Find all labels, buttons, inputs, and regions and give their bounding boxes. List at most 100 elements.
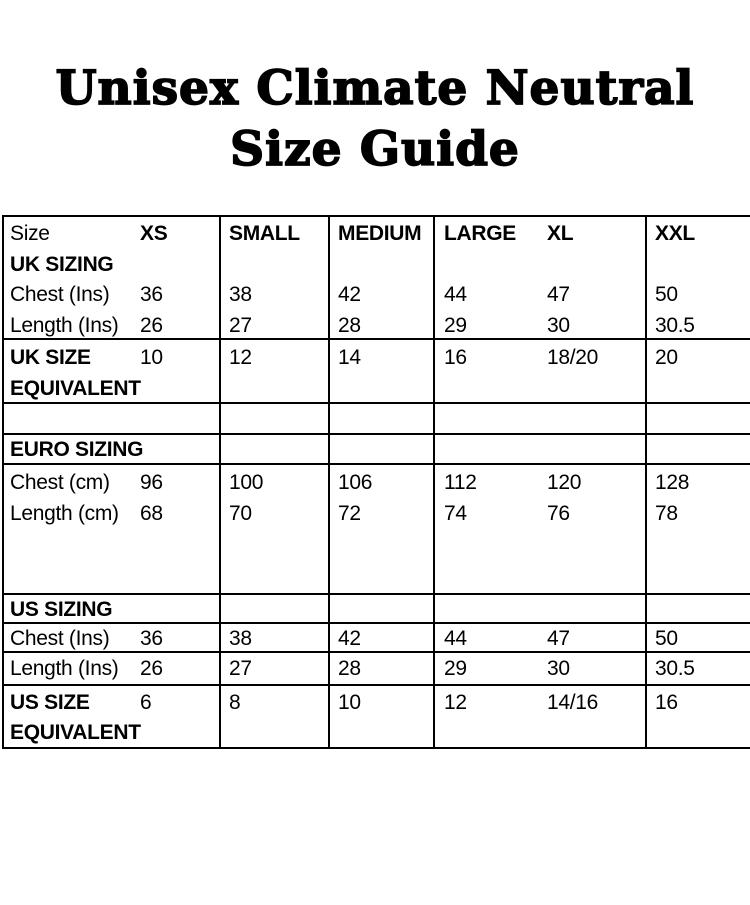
column-header-xs: XS	[140, 222, 168, 246]
cell-us-chest-medium: 42	[330, 624, 435, 653]
uk-length-value-xs: 26	[140, 313, 163, 337]
uk-chest-row-label: Chest (Ins)	[10, 283, 110, 307]
us-length-value-small: 27	[229, 657, 252, 680]
uk-length-value-xl: 30	[547, 313, 570, 337]
us-chest-value-xxl: 50	[655, 627, 678, 650]
us-equivalent-row-label-line2: EQUIVALENT	[10, 721, 141, 744]
euro-length-value-xs: 68	[140, 501, 163, 525]
us-equivalent-value-xs: 6	[140, 691, 152, 714]
euro-length-value-xl: 76	[547, 501, 570, 525]
cell-uk-equivalent-small: 12	[221, 340, 330, 404]
cell-us-equivalent-labels: US SIZE 6 EQUIVALENT	[4, 686, 221, 749]
cell-us-equivalent-medium: 10	[330, 686, 435, 749]
cell-uk-equivalent-labels: UK SIZE 10 EQUIVALENT	[4, 340, 221, 404]
euro-chest-value-xl: 120	[547, 470, 582, 494]
uk-equivalent-value-xl: 18/20	[547, 345, 599, 369]
euro-length-value-small: 70	[229, 501, 252, 525]
us-equivalent-value-small: 8	[229, 691, 241, 714]
cell-euro-block-xxl: 128 78	[647, 465, 750, 595]
cell-spacer	[330, 404, 435, 435]
us-equivalent-value-xxl: 16	[655, 691, 678, 714]
page-title-line-2: Size Guide	[229, 121, 520, 178]
column-header-xl: XL	[547, 222, 574, 246]
uk-equivalent-value-large: 16	[444, 345, 467, 369]
cell-us-length-xxl: 30.5	[647, 653, 750, 686]
column-header-medium: MEDIUM	[338, 222, 422, 246]
us-chest-value-xl: 47	[547, 627, 570, 650]
cell-euro-section: EURO SIZING	[4, 435, 221, 465]
cell-uk-block-small: SMALL 38 27	[221, 217, 330, 340]
us-length-value-medium: 28	[338, 657, 361, 680]
cell-us-chest-small: 38	[221, 624, 330, 653]
us-length-value-large: 29	[444, 657, 467, 680]
us-chest-value-xs: 36	[140, 627, 163, 650]
us-length-row-label: Length (Ins)	[10, 657, 119, 680]
us-equivalent-value-medium: 10	[338, 691, 361, 714]
cell-spacer	[330, 435, 435, 465]
cell-us-chest-xxl: 50	[647, 624, 750, 653]
cell-spacer	[221, 595, 330, 624]
uk-equivalent-value-xxl: 20	[655, 345, 678, 369]
uk-equivalent-value-xs: 10	[140, 345, 163, 369]
cell-euro-block-labels: Chest (cm) 96 Length (cm) 68	[4, 465, 221, 595]
euro-chest-value-xs: 96	[140, 470, 163, 494]
cell-spacer	[647, 595, 750, 624]
cell-spacer	[221, 404, 330, 435]
us-length-value-xxl: 30.5	[655, 657, 695, 680]
us-length-value-xs: 26	[140, 657, 163, 680]
cell-uk-block-labels: Size XS UK SIZING Chest (Ins) 36 Length …	[4, 217, 221, 340]
cell-uk-block-medium: MEDIUM 42 28	[330, 217, 435, 340]
euro-chest-value-small: 100	[229, 470, 264, 494]
cell-us-section: US SIZING	[4, 595, 221, 624]
uk-chest-value-xxl: 50	[655, 283, 678, 307]
page-title-line-1: Unisex Climate Neutral	[55, 60, 695, 117]
uk-length-row-label: Length (Ins)	[10, 313, 119, 337]
uk-length-value-large: 29	[444, 313, 467, 337]
cell-spacer	[221, 435, 330, 465]
cell-uk-block-xxl: XXL 50 30.5	[647, 217, 750, 340]
cell-euro-block-small: 100 70	[221, 465, 330, 595]
euro-length-value-large: 74	[444, 501, 467, 525]
euro-chest-row-label: Chest (cm)	[10, 470, 110, 494]
uk-chest-value-medium: 42	[338, 283, 361, 307]
us-chest-value-small: 38	[229, 627, 252, 650]
cell-spacer	[647, 404, 750, 435]
uk-length-value-xxl: 30.5	[655, 313, 695, 337]
us-chest-value-large: 44	[444, 627, 467, 650]
euro-length-row-label: Length (cm)	[10, 501, 119, 525]
cell-spacer	[435, 595, 647, 624]
uk-equivalent-row-label-line1: UK SIZE	[10, 345, 91, 369]
euro-chest-value-large: 112	[444, 470, 477, 494]
cell-uk-equivalent-medium: 14	[330, 340, 435, 404]
cell-uk-equivalent-xxl: 20	[647, 340, 750, 404]
page-title: Unisex Climate Neutral Size Guide	[0, 58, 750, 180]
euro-sizing-section-label: EURO SIZING	[10, 438, 144, 461]
cell-us-equivalent-xxl: 16	[647, 686, 750, 749]
euro-chest-value-medium: 106	[338, 470, 373, 494]
cell-us-length-medium: 28	[330, 653, 435, 686]
cell-spacer	[330, 595, 435, 624]
cell-us-equivalent-small: 8	[221, 686, 330, 749]
cell-spacer	[435, 435, 647, 465]
cell-us-equivalent-large-xl: 12 14/16	[435, 686, 647, 749]
euro-length-value-medium: 72	[338, 501, 361, 525]
cell-us-length-labels: Length (Ins) 26	[4, 653, 221, 686]
us-sizing-section-label: US SIZING	[10, 598, 113, 621]
column-header-xxl: XXL	[655, 222, 695, 246]
column-header-size: Size	[10, 222, 50, 246]
uk-chest-value-xs: 36	[140, 283, 163, 307]
cell-uk-equivalent-large-xl: 16 18/20	[435, 340, 647, 404]
cell-spacer	[4, 404, 221, 435]
us-length-value-xl: 30	[547, 657, 570, 680]
uk-chest-value-xl: 47	[547, 283, 570, 307]
us-chest-value-medium: 42	[338, 627, 361, 650]
uk-chest-value-large: 44	[444, 283, 467, 307]
uk-equivalent-value-medium: 14	[338, 345, 361, 369]
cell-us-length-large-xl: 29 30	[435, 653, 647, 686]
column-header-small: SMALL	[229, 222, 300, 246]
uk-length-value-small: 27	[229, 313, 252, 337]
cell-spacer	[435, 404, 647, 435]
cell-us-length-small: 27	[221, 653, 330, 686]
us-chest-row-label: Chest (Ins)	[10, 627, 110, 650]
